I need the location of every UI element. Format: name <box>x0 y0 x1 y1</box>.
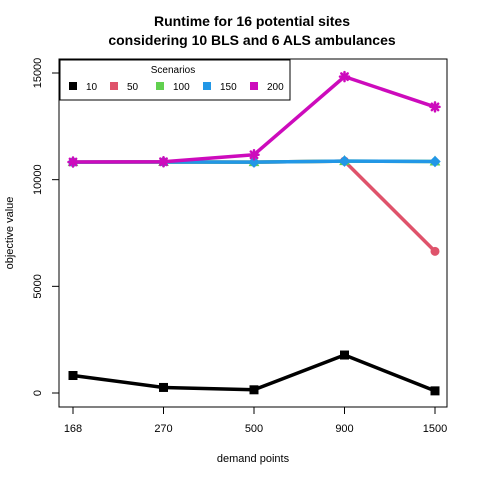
x-axis-label: demand points <box>217 453 290 465</box>
series-layer <box>67 70 441 396</box>
chart-title-line-1: Runtime for 16 potential sites <box>154 13 350 29</box>
data-point <box>68 371 78 381</box>
x-tick-label: 1500 <box>423 423 447 435</box>
data-point <box>159 382 168 392</box>
data-point <box>67 156 79 168</box>
legend-box <box>59 59 291 101</box>
data-point <box>430 246 440 256</box>
legend-item-150: 150 <box>203 82 237 93</box>
data-point-core <box>251 152 257 158</box>
data-point <box>248 156 260 168</box>
x-tick-label: 900 <box>335 423 353 435</box>
legend-swatch <box>156 82 164 90</box>
y-tick-label: 10000 <box>32 164 44 195</box>
series-line <box>72 159 437 253</box>
data-point-core <box>70 159 76 165</box>
data-point-core <box>161 159 166 165</box>
legend-swatch <box>250 82 258 90</box>
data-point-core <box>342 74 347 80</box>
series-50 <box>68 156 440 256</box>
legend-label: 50 <box>127 82 139 93</box>
legend-title: Scenarios <box>151 65 195 76</box>
legend-label: 100 <box>173 82 190 93</box>
y-tick-label: 15000 <box>32 58 44 89</box>
x-tick-label: 270 <box>154 423 172 435</box>
y-tick-label: 5000 <box>32 274 44 298</box>
legend-item-100: 100 <box>156 82 190 93</box>
x-tick-label: 168 <box>64 423 82 435</box>
legend-item-50: 50 <box>110 82 139 93</box>
chart-title-line-2: considering 10 BLS and 6 ALS ambulances <box>108 32 396 48</box>
legend-swatch <box>203 82 211 90</box>
series-200 <box>67 70 441 168</box>
legend-label: 10 <box>86 82 98 93</box>
data-point <box>429 155 441 168</box>
series-10 <box>68 350 440 396</box>
plot-frame <box>58 58 448 408</box>
y-tick-label: 0 <box>32 390 44 396</box>
data-point <box>249 385 259 395</box>
data-point-core <box>432 104 438 110</box>
data-point <box>157 155 170 168</box>
legend-label: 150 <box>220 82 237 93</box>
data-point <box>429 101 441 113</box>
y-axis: 0 5000 10000 15000 <box>32 58 60 396</box>
legend-item-10: 10 <box>69 82 98 93</box>
data-point <box>340 350 349 360</box>
data-point <box>338 70 351 83</box>
legend-swatch <box>110 82 118 90</box>
legend: Scenarios 10 50 100 150 200 <box>59 59 291 101</box>
data-point <box>338 155 351 167</box>
legend-item-200: 200 <box>250 82 284 93</box>
legend-swatch <box>69 82 77 90</box>
data-point <box>430 386 440 396</box>
legend-items: 10 50 100 150 200 <box>69 82 284 93</box>
y-axis-label: objective value <box>4 197 16 270</box>
x-tick-label: 500 <box>245 423 263 435</box>
x-axis: 168 270 500 900 1500 <box>64 406 447 435</box>
data-point <box>248 148 260 161</box>
legend-label: 200 <box>267 82 284 93</box>
